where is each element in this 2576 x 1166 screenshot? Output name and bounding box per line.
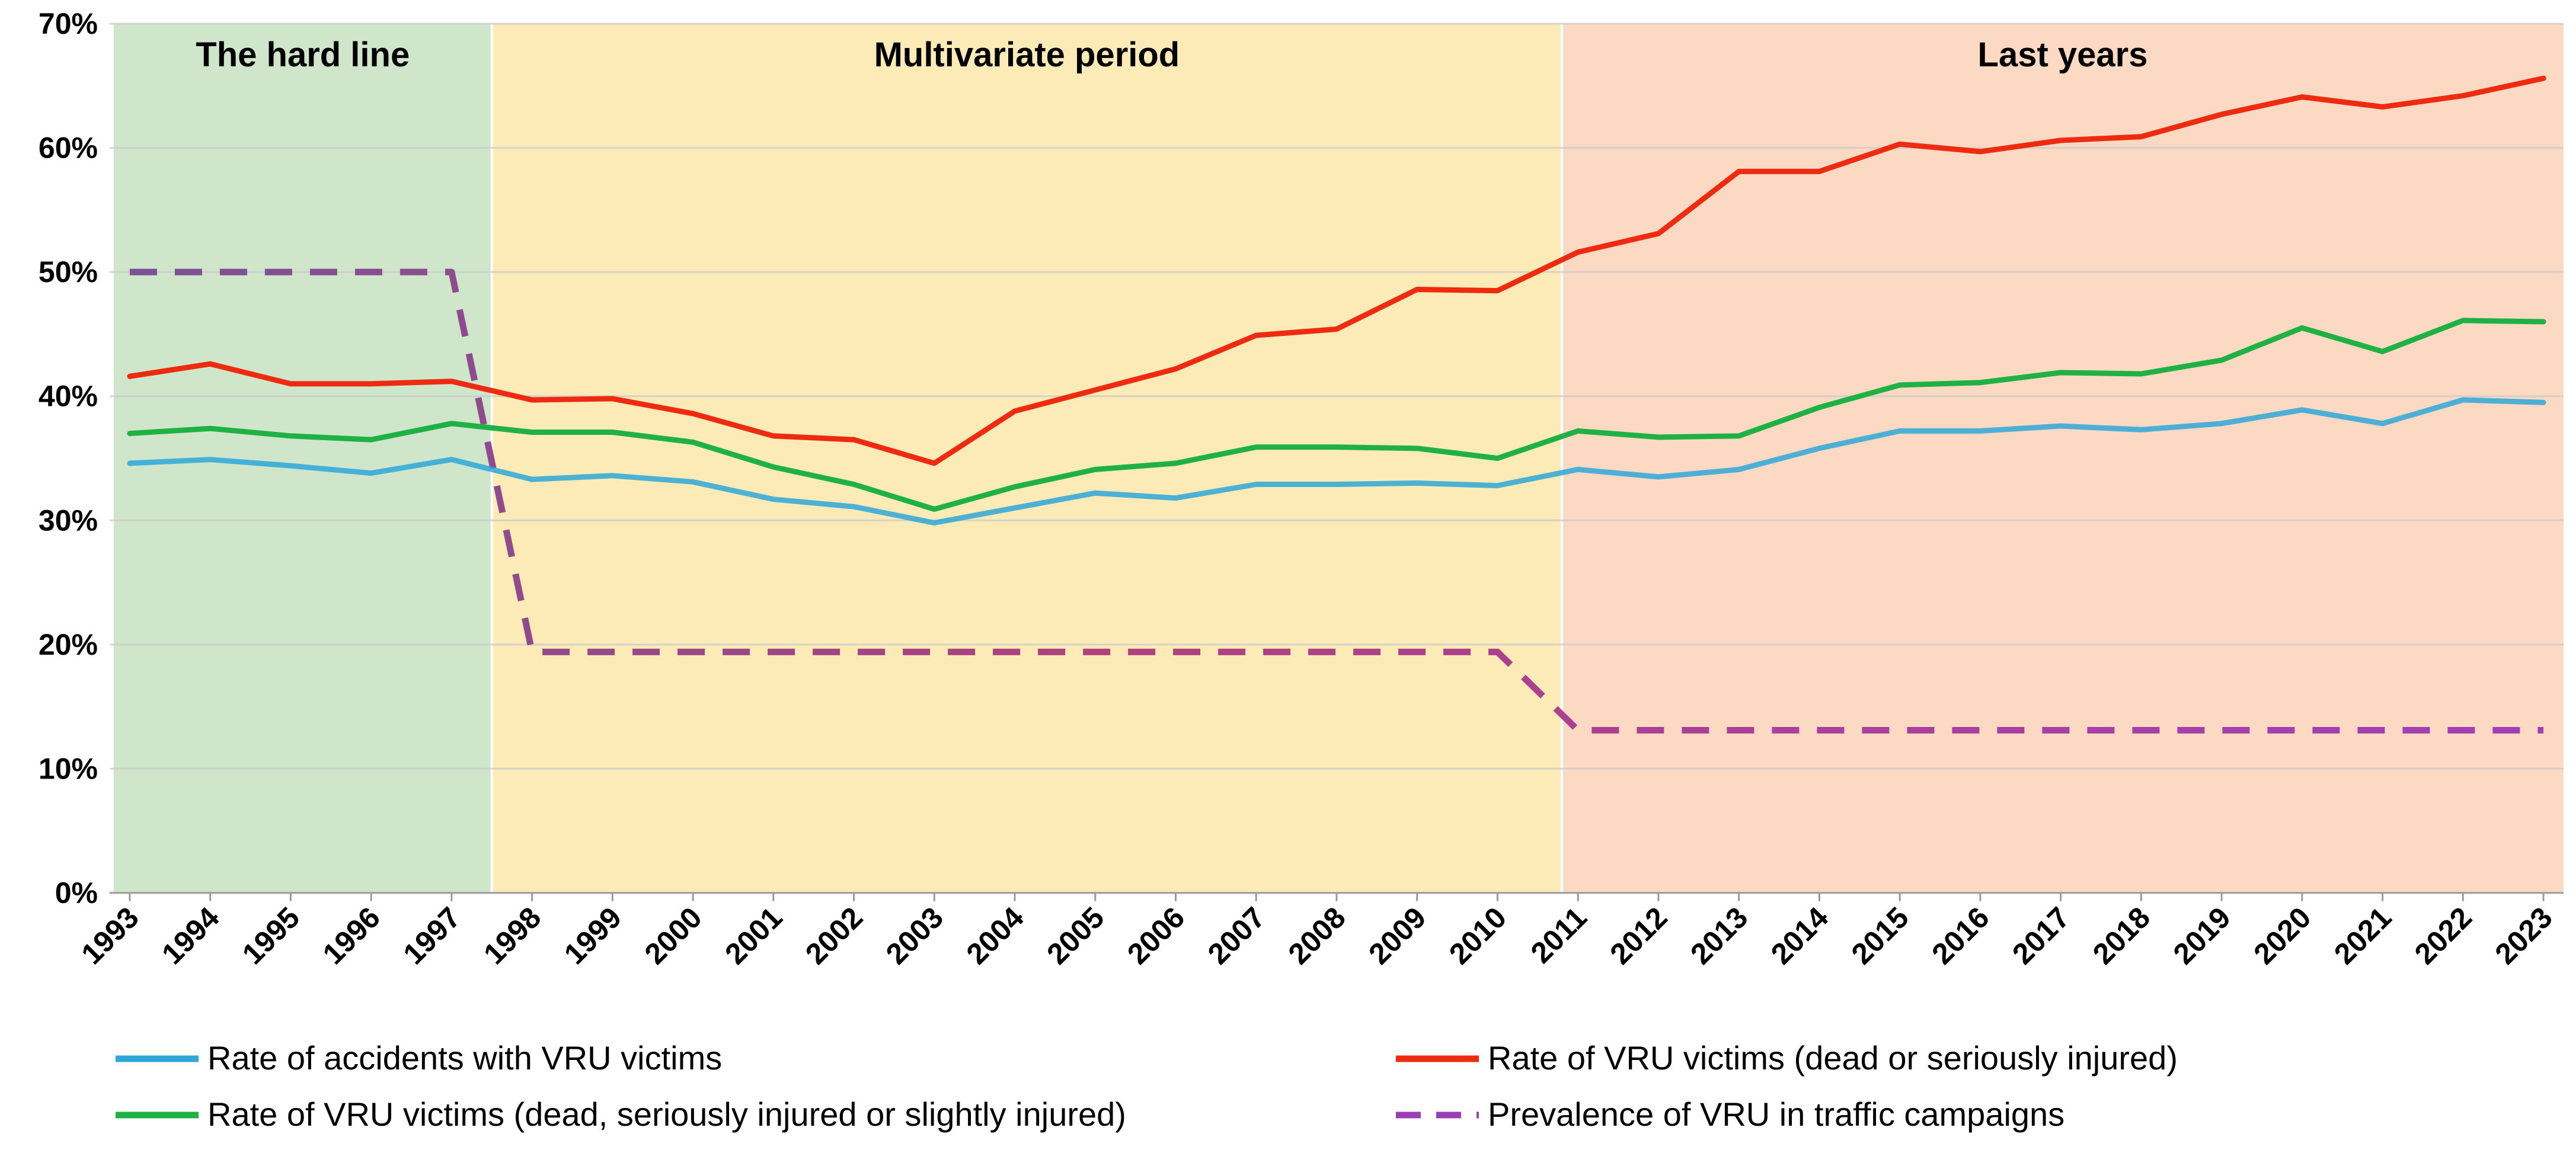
legend-item-rate-of-vru-victims-dead-seriously-injured-or-slightly-injured: Rate of VRU victims (dead, seriously inj…	[116, 1095, 1126, 1133]
legend-label: Rate of VRU victims (dead, seriously inj…	[207, 1095, 1126, 1133]
x-tick-label: 2008	[1282, 901, 1352, 970]
x-tick-label: 1993	[75, 901, 145, 970]
x-tick-label: 1996	[317, 901, 386, 970]
period-band-last-years	[1562, 24, 2564, 893]
y-tick-label: 0%	[55, 876, 98, 909]
x-tick-label: 2012	[1603, 901, 1673, 970]
x-tick-label: 2001	[718, 901, 788, 970]
x-tick-label: 1994	[155, 901, 225, 970]
y-tick-label: 50%	[39, 255, 98, 289]
x-tick-label: 2011	[1524, 901, 1593, 969]
x-tick-label: 1995	[236, 901, 306, 970]
y-tick-label: 20%	[39, 628, 98, 661]
x-tick-label: 1997	[397, 901, 466, 970]
period-label-the-hard-line: The hard line	[196, 36, 410, 74]
legend-item-prevalence-of-vru-in-traffic-campaigns: Prevalence of VRU in traffic campaigns	[1396, 1095, 2064, 1133]
y-tick-label: 60%	[39, 132, 98, 165]
period-band-the-hard-line	[114, 24, 492, 893]
x-tick-label: 2023	[2489, 901, 2559, 970]
x-tick-label: 2004	[960, 901, 1030, 970]
period-bands: The hard line Multivariate period Last yea…	[114, 24, 2564, 893]
x-tick-label: 2017	[2006, 901, 2076, 970]
x-tick-label: 2019	[2167, 901, 2237, 970]
x-tick-label: 2013	[1684, 901, 1754, 970]
x-tick-label: 2009	[1362, 901, 1432, 970]
x-tick-label: 2000	[638, 901, 708, 970]
x-tick-label: 1999	[558, 901, 628, 970]
x-tick-label: 2014	[1765, 901, 1834, 970]
legend-item-rate-of-vru-victims-dead-or-seriously-injured: Rate of VRU victims (dead or seriously i…	[1396, 1039, 2178, 1077]
period-band-multivariate-period	[492, 24, 1562, 893]
x-tick-label: 2006	[1121, 901, 1191, 970]
legend: Rate of accidents with VRU victims Rate o…	[116, 1039, 2178, 1133]
x-tick-label: 2021	[2328, 901, 2398, 970]
x-tick-label: 2020	[2247, 901, 2317, 970]
legend-label: Rate of accidents with VRU victims	[207, 1039, 722, 1077]
y-tick-label: 70%	[39, 7, 98, 40]
x-tick-label: 2018	[2086, 901, 2156, 970]
x-tick-label: 2005	[1040, 901, 1110, 970]
x-tick-label: 2022	[2408, 901, 2478, 970]
y-tick-label: 30%	[39, 504, 98, 537]
x-tick-label: 2016	[1925, 901, 1995, 970]
x-tick-label: 2010	[1443, 901, 1513, 970]
x-tick-label: 2002	[799, 901, 869, 970]
x-tick-label: 2007	[1201, 901, 1271, 970]
x-tick-label: 2015	[1845, 901, 1915, 970]
legend-label: Prevalence of VRU in traffic campaigns	[1488, 1095, 2064, 1133]
x-tick-label: 2003	[880, 901, 950, 970]
y-tick-label: 10%	[39, 752, 98, 785]
x-tick-label: 1998	[477, 901, 547, 970]
legend-item-rate-of-accidents-with-vru-victims: Rate of accidents with VRU victims	[116, 1039, 722, 1077]
period-label-multivariate-period: Multivariate period	[874, 36, 1180, 74]
legend-label: Rate of VRU victims (dead or seriously i…	[1488, 1039, 2178, 1077]
period-label-last-years: Last years	[1978, 36, 2148, 74]
y-tick-label: 40%	[39, 380, 98, 413]
